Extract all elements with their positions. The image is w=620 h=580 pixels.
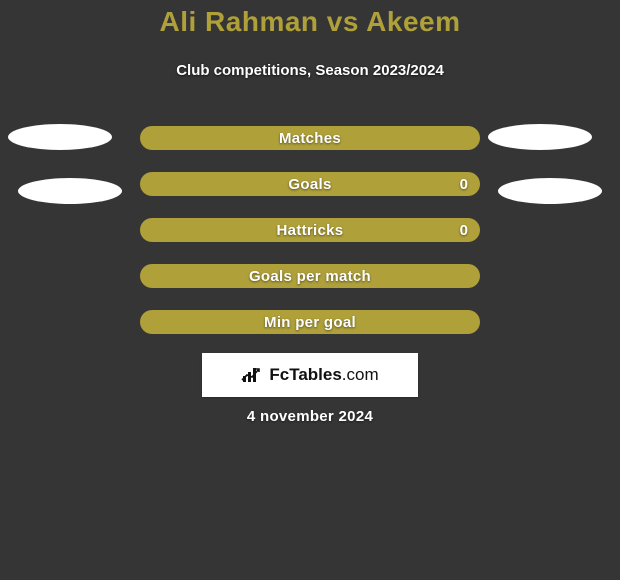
stat-bar: Goals 0: [140, 172, 480, 196]
stat-row-goals: Goals 0: [0, 172, 620, 196]
stat-bar: Goals per match: [140, 264, 480, 288]
stat-label: Goals per match: [249, 268, 371, 285]
stat-label: Hattricks: [277, 222, 344, 239]
stat-row-hattricks: Hattricks 0: [0, 218, 620, 242]
stat-row-goals-per-match: Goals per match: [0, 264, 620, 288]
stat-row-matches: Matches: [0, 126, 620, 150]
page-subtitle: Club competitions, Season 2023/2024: [0, 62, 620, 79]
snapshot-date: 4 november 2024: [0, 408, 620, 425]
stat-label: Min per goal: [264, 314, 356, 331]
stat-right-value: 0: [460, 222, 468, 239]
stat-row-min-per-goal: Min per goal: [0, 310, 620, 334]
bar-chart-icon: [241, 366, 263, 384]
stat-label: Goals: [288, 176, 331, 193]
stat-right-value: 0: [460, 176, 468, 193]
badge-tld: .com: [342, 365, 379, 384]
badge-brand: FcTables: [269, 365, 341, 384]
page-title: Ali Rahman vs Akeem: [0, 6, 620, 38]
fctables-badge[interactable]: FcTables.com: [202, 353, 418, 397]
stat-label: Matches: [279, 130, 341, 147]
stat-bar: Matches: [140, 126, 480, 150]
stat-bar: Hattricks 0: [140, 218, 480, 242]
stat-bar: Min per goal: [140, 310, 480, 334]
comparison-card: Ali Rahman vs Akeem Club competitions, S…: [0, 0, 620, 580]
